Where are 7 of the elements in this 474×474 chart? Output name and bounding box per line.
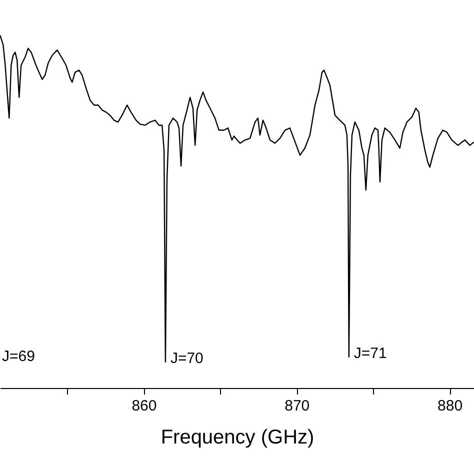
annotation: J=69 bbox=[2, 348, 35, 365]
x-tick-label: 870 bbox=[284, 398, 310, 414]
x-tick-label: 880 bbox=[438, 398, 463, 414]
annotation: J=71 bbox=[354, 344, 387, 362]
x-tick-label: 860 bbox=[132, 398, 157, 414]
x-axis-title: Frequency (GHz) bbox=[160, 426, 314, 448]
annotation: J=70 bbox=[170, 350, 204, 367]
